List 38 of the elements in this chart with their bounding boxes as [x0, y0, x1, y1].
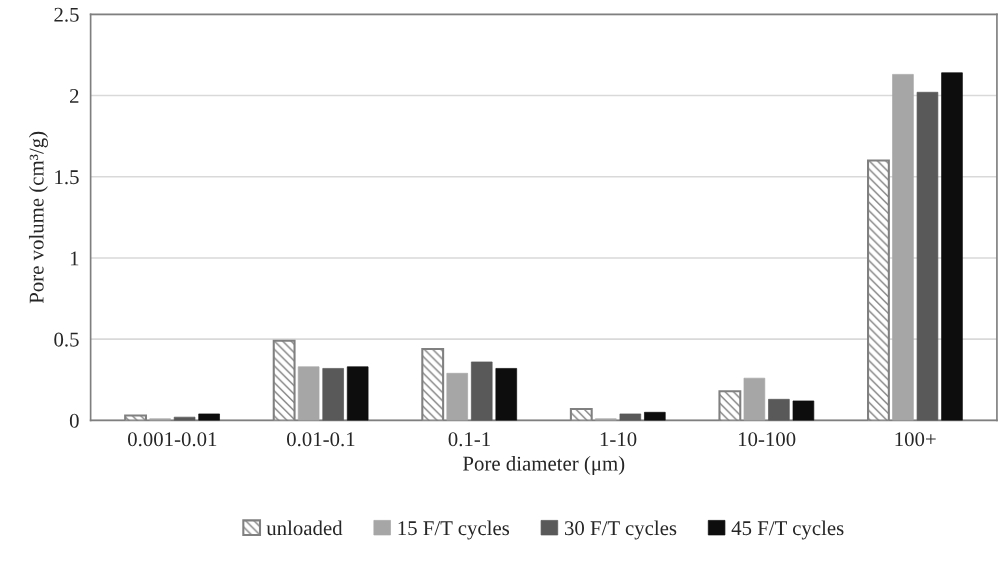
bar	[346, 366, 369, 421]
y-tick-label: 0	[69, 413, 79, 428]
bar	[272, 339, 296, 421]
bar	[198, 413, 220, 421]
bar	[768, 398, 790, 421]
y-axis-title: Pore volume (cm³/g)	[28, 131, 48, 304]
bar	[569, 408, 593, 421]
bar	[446, 372, 468, 421]
x-tick-label: 0.001-0.01	[128, 432, 217, 447]
bar	[471, 361, 493, 421]
legend-label: unloaded	[266, 520, 343, 536]
bar	[495, 368, 518, 421]
legend-label: 15 F/T cycles	[398, 520, 510, 540]
x-tick-label: 10-100	[738, 432, 796, 447]
x-tick-label: 0.1-1	[448, 432, 490, 447]
y-tick-label: 0.5	[54, 332, 79, 347]
x-tick-label: 1-10	[600, 432, 637, 447]
x-tick-label: 100+	[895, 432, 936, 447]
y-tick-label: 2	[70, 88, 79, 103]
y-tick-label: 1	[70, 251, 79, 266]
bar	[941, 72, 963, 421]
bar	[892, 74, 914, 421]
bar	[421, 347, 445, 421]
bar	[644, 411, 666, 421]
legend-label: 30 F/T cycles	[564, 520, 677, 540]
y-tick-label: 1.5	[55, 170, 79, 185]
bar	[792, 400, 815, 421]
bar	[297, 366, 320, 421]
y-tick-label: 2.5	[54, 7, 79, 22]
bar	[867, 159, 890, 421]
bar	[322, 368, 344, 421]
bar	[743, 377, 766, 421]
bar	[718, 390, 742, 421]
bar	[619, 413, 642, 421]
x-axis-title: Pore diameter (μm)	[463, 455, 625, 475]
bar	[916, 91, 939, 421]
x-tick-label: 0.01-0.1	[287, 432, 355, 447]
legend-label: 45 F/T cycles	[731, 520, 844, 540]
